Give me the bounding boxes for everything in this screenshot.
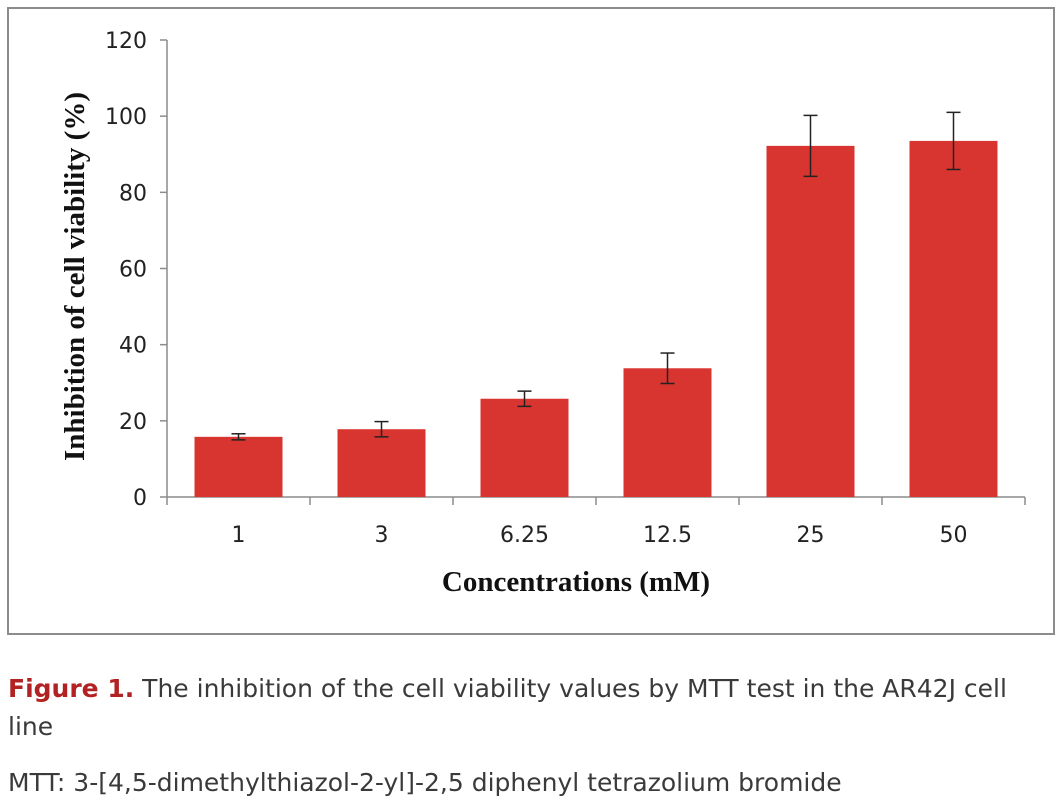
x-tick-label: 6.25	[500, 523, 549, 548]
bar	[194, 436, 283, 497]
bar	[909, 140, 998, 497]
y-tick-label: 40	[119, 334, 147, 359]
bar-chart: 0 20 40 60 80 100 120 1 3 6.25 12.5 25 50 Concentrati…	[59, 29, 1026, 598]
y-tick-label: 120	[105, 29, 147, 54]
y-tick-label: 20	[119, 410, 147, 435]
figure-note: MTT: 3-[4,5-dimethylthiazol-2-yl]-2,5 di…	[8, 768, 842, 797]
bar	[766, 145, 855, 497]
chart-frame: 0 20 40 60 80 100 120 1 3 6.25 12.5 25 50 Concentrati…	[7, 7, 1055, 635]
x-tick-label: 25	[797, 523, 825, 548]
bar	[480, 398, 569, 497]
x-tick-label: 50	[940, 523, 968, 548]
bar	[623, 368, 712, 497]
x-axis-title: Concentrations (mM)	[442, 566, 710, 598]
bar	[337, 429, 426, 497]
y-tick-label: 60	[119, 258, 147, 283]
x-tick-label: 1	[232, 523, 246, 548]
figure-caption: Figure 1. The inhibition of the cell via…	[8, 670, 1058, 746]
x-tick-label: 3	[375, 523, 389, 548]
figure-label: Figure 1.	[8, 674, 135, 703]
x-tick-label: 12.5	[643, 523, 692, 548]
y-axis-title: Inhibition of cell viability (%)	[59, 92, 91, 461]
figure-caption-text: The inhibition of the cell viability val…	[8, 674, 1007, 741]
y-tick-label: 100	[105, 105, 147, 130]
y-tick-label: 80	[119, 181, 147, 206]
y-tick-label: 0	[133, 486, 147, 511]
